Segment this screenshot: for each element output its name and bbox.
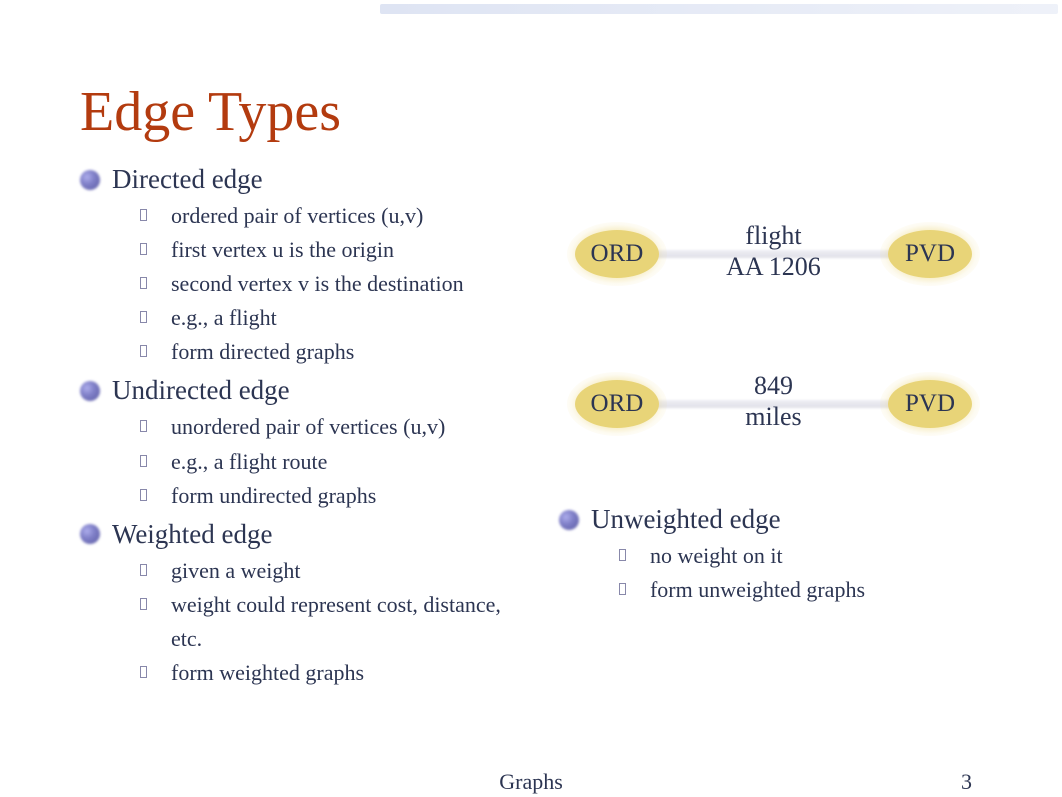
footer-title: Graphs bbox=[499, 769, 563, 795]
graph-node-left: ORD bbox=[575, 230, 659, 278]
list-item-text: given a weight bbox=[171, 554, 301, 588]
list-item: form unweighted graphs bbox=[619, 573, 982, 607]
graph-node-left: ORD bbox=[575, 380, 659, 428]
list-item-text: unordered pair of vertices (u,v) bbox=[171, 410, 445, 444]
sub-bullet-icon bbox=[140, 209, 147, 221]
decorative-top-bar bbox=[380, 4, 1058, 14]
edge-label-line1: 849 bbox=[693, 370, 853, 401]
bullet-icon bbox=[80, 170, 100, 190]
section-weighted-edge: Weighted edge given a weight weight coul… bbox=[80, 519, 535, 690]
list-item-text: e.g., a flight bbox=[171, 301, 277, 335]
edge-label: 849 miles bbox=[693, 370, 853, 432]
section-unweighted-edge: Unweighted edge no weight on it form unw… bbox=[559, 504, 982, 607]
footer-page-number: 3 bbox=[961, 769, 972, 795]
node-label: ORD bbox=[575, 230, 659, 278]
sub-bullet-icon bbox=[140, 598, 147, 610]
section-header: Unweighted edge bbox=[559, 504, 982, 535]
sub-bullet-icon bbox=[140, 311, 147, 323]
list-item-text: form unweighted graphs bbox=[650, 573, 865, 607]
section-heading: Undirected edge bbox=[112, 375, 290, 406]
sub-bullet-icon bbox=[619, 583, 626, 595]
subitems-list: ordered pair of vertices (u,v) first ver… bbox=[80, 199, 535, 369]
list-item-text: ordered pair of vertices (u,v) bbox=[171, 199, 423, 233]
subitems-list: given a weight weight could represent co… bbox=[80, 554, 535, 690]
list-item: form directed graphs bbox=[140, 335, 535, 369]
section-directed-edge: Directed edge ordered pair of vertices (… bbox=[80, 164, 535, 369]
sub-bullet-icon bbox=[140, 345, 147, 357]
sub-bullet-icon bbox=[140, 666, 147, 678]
section-heading: Weighted edge bbox=[112, 519, 273, 550]
list-item-text: first vertex u is the origin bbox=[171, 233, 394, 267]
subitems-list: no weight on it form unweighted graphs bbox=[559, 539, 982, 607]
slide-content: Edge Types Directed edge ordered pair of… bbox=[0, 40, 1062, 797]
sub-bullet-icon bbox=[619, 549, 626, 561]
edge-label-line2: miles bbox=[693, 401, 853, 432]
edge-label: flight AA 1206 bbox=[693, 220, 853, 282]
list-item-text: form weighted graphs bbox=[171, 656, 364, 690]
subitems-list: unordered pair of vertices (u,v) e.g., a… bbox=[80, 410, 535, 512]
list-item: e.g., a flight bbox=[140, 301, 535, 335]
sub-bullet-icon bbox=[140, 243, 147, 255]
sub-bullet-icon bbox=[140, 489, 147, 501]
list-item: given a weight bbox=[140, 554, 535, 588]
sub-bullet-icon bbox=[140, 455, 147, 467]
list-item: form undirected graphs bbox=[140, 479, 535, 513]
list-item: unordered pair of vertices (u,v) bbox=[140, 410, 535, 444]
list-item: ordered pair of vertices (u,v) bbox=[140, 199, 535, 233]
section-header: Directed edge bbox=[80, 164, 535, 195]
list-item: e.g., a flight route bbox=[140, 445, 535, 479]
graph-node-right: PVD bbox=[888, 230, 972, 278]
bullet-icon bbox=[80, 381, 100, 401]
node-label: PVD bbox=[888, 230, 972, 278]
list-item: second vertex v is the destination bbox=[140, 267, 535, 301]
edge-label-line2: AA 1206 bbox=[693, 251, 853, 282]
list-item-text: second vertex v is the destination bbox=[171, 267, 464, 301]
list-item: weight could represent cost, distance, e… bbox=[140, 588, 535, 656]
sub-bullet-icon bbox=[140, 277, 147, 289]
slide-title: Edge Types bbox=[80, 80, 982, 144]
node-label: PVD bbox=[888, 380, 972, 428]
list-item-text: no weight on it bbox=[650, 539, 783, 573]
section-undirected-edge: Undirected edge unordered pair of vertic… bbox=[80, 375, 535, 512]
list-item-text: e.g., a flight route bbox=[171, 445, 327, 479]
section-heading: Directed edge bbox=[112, 164, 263, 195]
list-item: first vertex u is the origin bbox=[140, 233, 535, 267]
node-label: ORD bbox=[575, 380, 659, 428]
edge-label-line1: flight bbox=[693, 220, 853, 251]
diagram-flight: ORD PVD flight AA 1206 bbox=[565, 204, 982, 304]
right-column: ORD PVD flight AA 1206 ORD PVD bbox=[565, 164, 982, 696]
list-item: no weight on it bbox=[619, 539, 982, 573]
left-column: Directed edge ordered pair of vertices (… bbox=[80, 164, 535, 696]
section-header: Weighted edge bbox=[80, 519, 535, 550]
bullet-icon bbox=[80, 524, 100, 544]
section-header: Undirected edge bbox=[80, 375, 535, 406]
sub-bullet-icon bbox=[140, 564, 147, 576]
list-item: form weighted graphs bbox=[140, 656, 535, 690]
list-item-text: weight could represent cost, distance, e… bbox=[171, 588, 511, 656]
bullet-icon bbox=[559, 510, 579, 530]
section-heading: Unweighted edge bbox=[591, 504, 781, 535]
diagram-miles: ORD PVD 849 miles bbox=[565, 354, 982, 454]
content-columns: Directed edge ordered pair of vertices (… bbox=[80, 164, 982, 696]
graph-node-right: PVD bbox=[888, 380, 972, 428]
list-item-text: form directed graphs bbox=[171, 335, 354, 369]
sub-bullet-icon bbox=[140, 420, 147, 432]
list-item-text: form undirected graphs bbox=[171, 479, 376, 513]
